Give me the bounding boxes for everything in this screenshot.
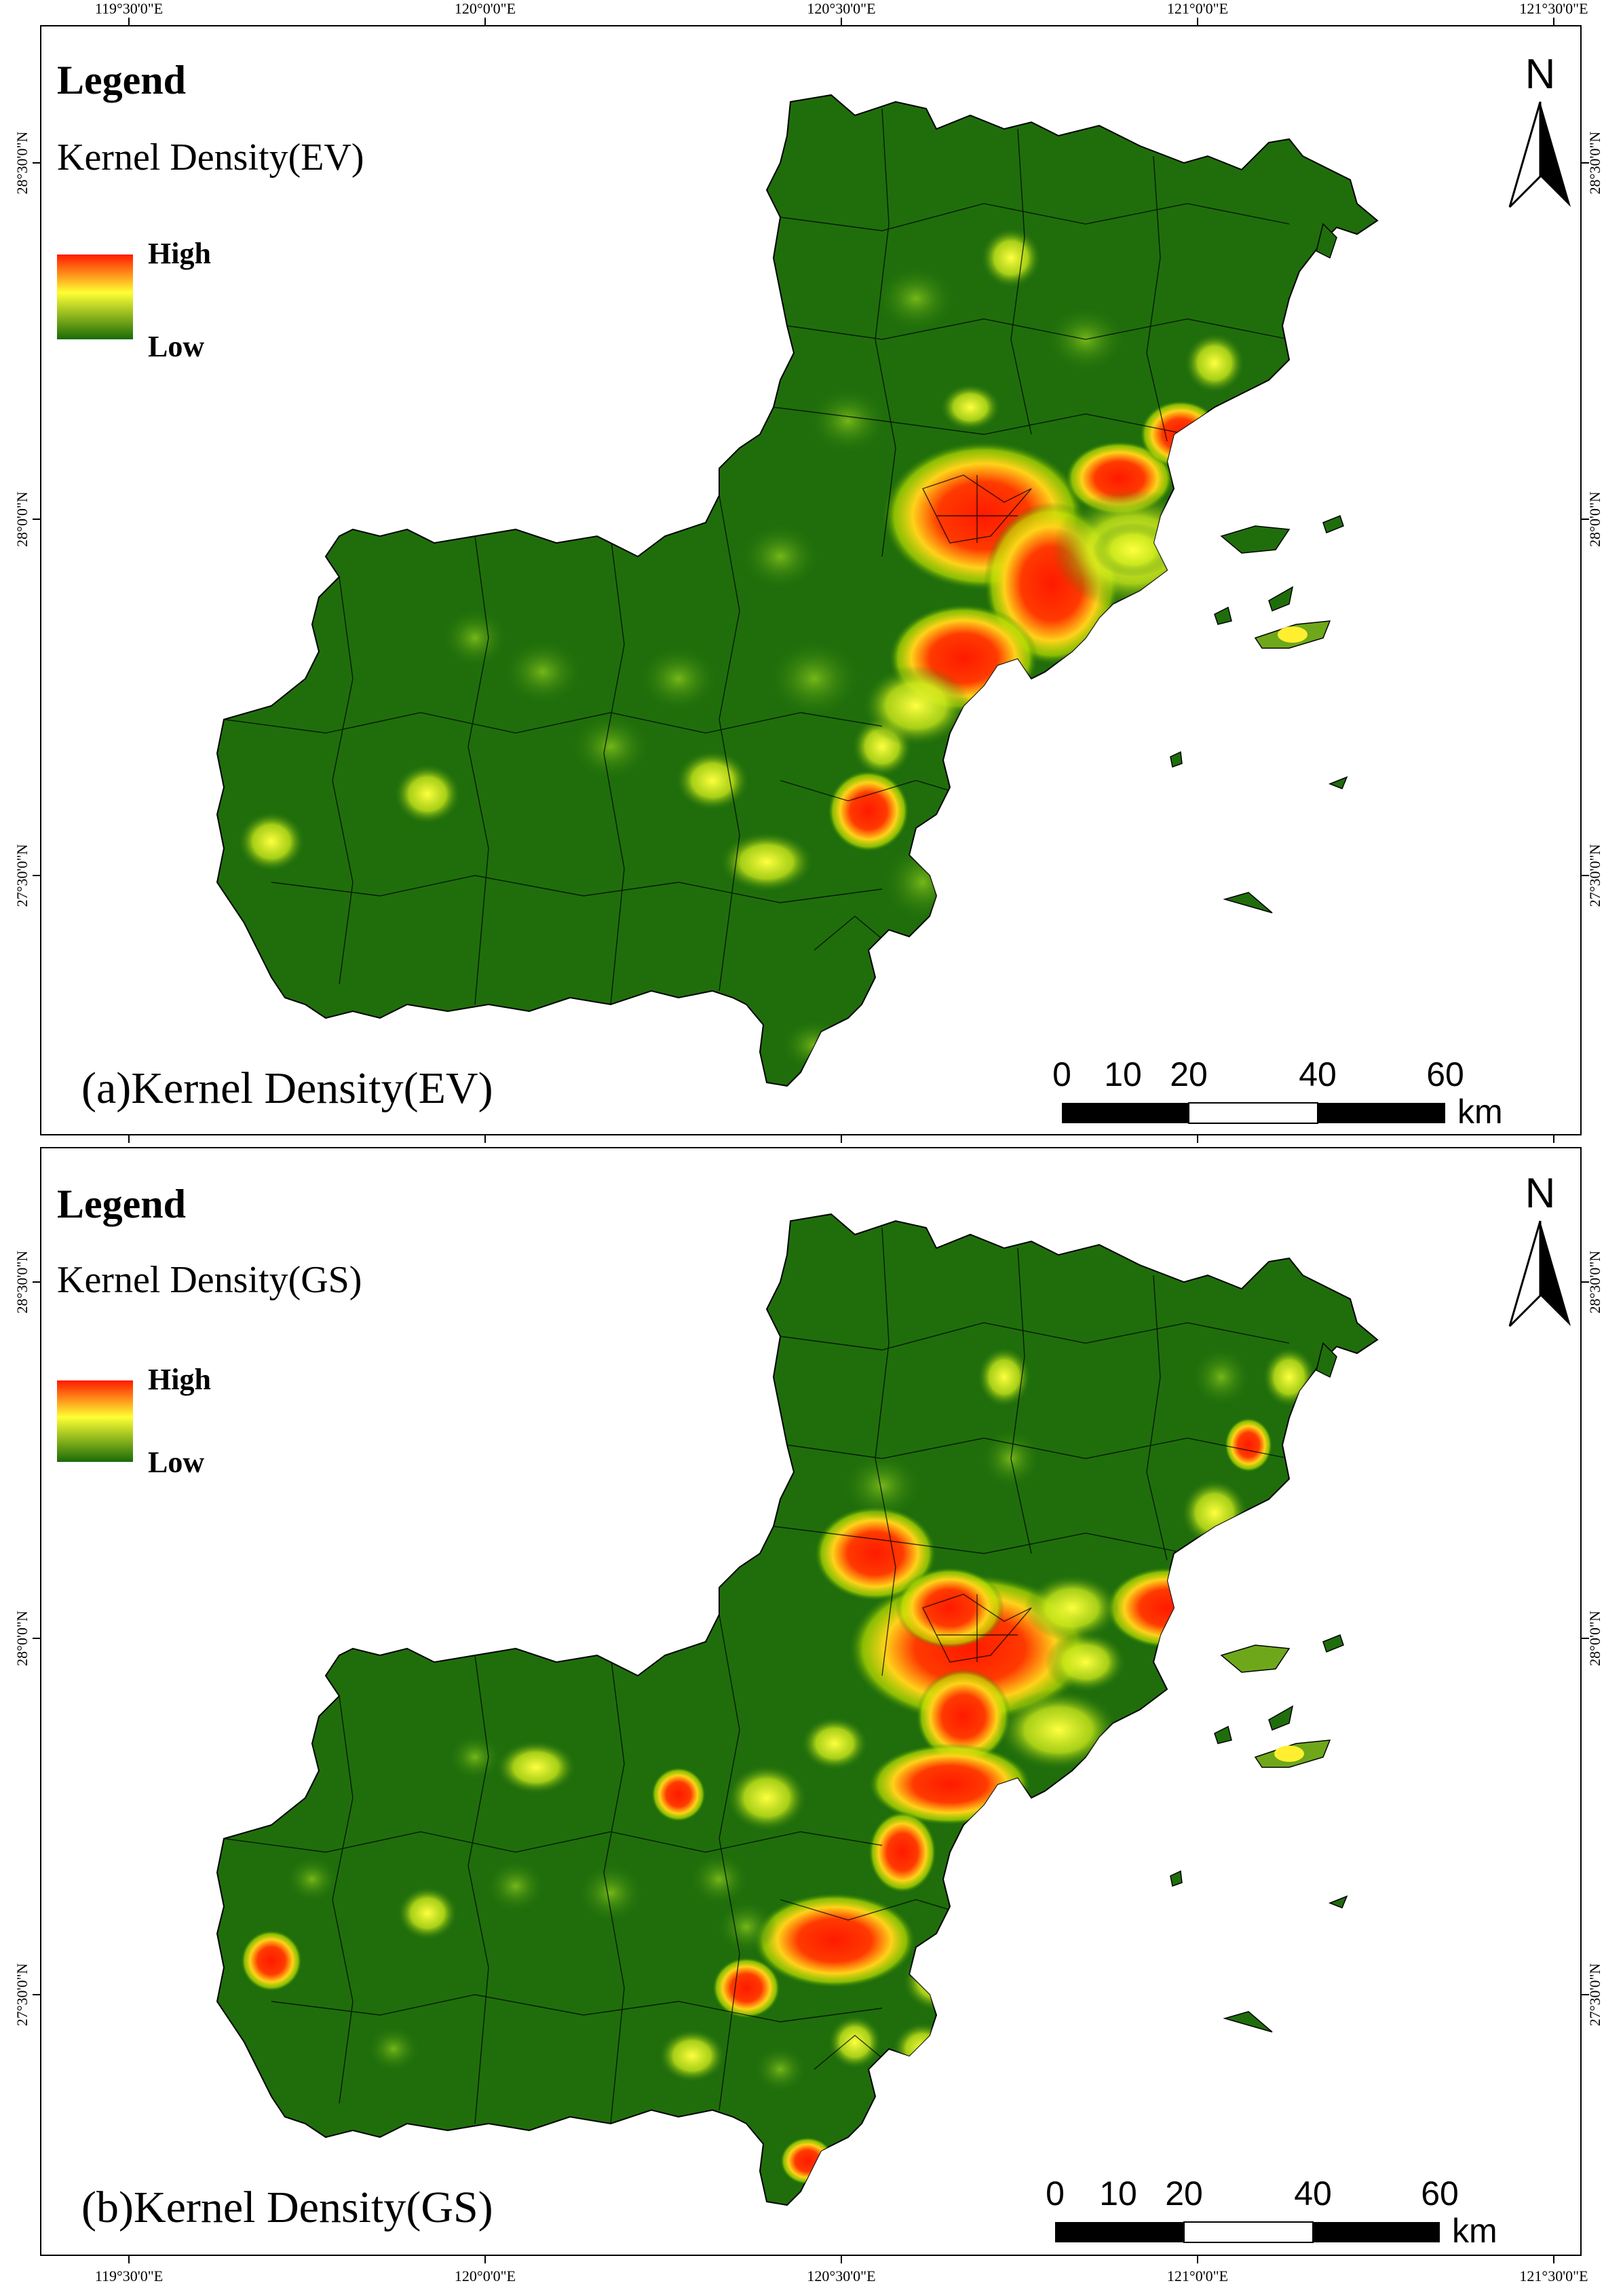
left-label-3: 27°30'0"N [14, 1963, 31, 2027]
legend-subtitle: Kernel Density(GS) [57, 1259, 362, 1301]
legend-color-ramp [57, 255, 133, 339]
map-panel-ev: 119°30'0"E 120°0'0"E 120°30'0"E 121°0'0"… [0, 0, 1623, 1146]
left-label-2: 28°0'0"N [14, 1611, 31, 1666]
top-label-4: 121°0'0"E [1167, 0, 1228, 17]
top-label-1: 119°30'0"E [95, 0, 163, 17]
map-panel-gs: 119°30'0"E 120°0'0"E 120°30'0"E 121°0'0"… [0, 1146, 1623, 2293]
scale-unit: km [1457, 1093, 1503, 1131]
legend-low-label: Low [148, 330, 204, 363]
legend-color-ramp [57, 1380, 133, 1462]
left-label-1: 28°30'0"N [14, 132, 31, 195]
legend-low-label: Low [148, 1446, 204, 1479]
scale-label-60: 60 [1421, 2175, 1459, 2213]
right-axis-labels: 28°30'0"N 28°0'0"N 27°30'0"N [1586, 1251, 1603, 2027]
scale-label-40: 40 [1294, 2175, 1332, 2213]
legend: Legend Kernel Density(GS) High Low [57, 1182, 362, 1479]
panel-caption: (a)Kernel Density(EV) [81, 1064, 493, 1113]
admin-boundaries [223, 108, 1290, 1005]
top-label-5: 121°30'0"E [1519, 0, 1588, 17]
scale-unit: km [1452, 2212, 1497, 2250]
legend-title: Legend [57, 1182, 186, 1226]
scale-label-0: 0 [1046, 2175, 1065, 2213]
scale-label-20: 20 [1170, 1055, 1208, 1093]
bottom-label-4: 121°0'0"E [1167, 2267, 1228, 2284]
right-label-1: 28°30'0"N [1586, 1251, 1603, 1314]
scale-label-10: 10 [1104, 1055, 1142, 1093]
north-letter: N [1525, 51, 1556, 98]
legend-high-label: High [148, 237, 211, 270]
bottom-axis-labels: 119°30'0"E 120°0'0"E 120°30'0"E 121°0'0"… [95, 2267, 1588, 2284]
scale-label-10: 10 [1099, 2175, 1137, 2213]
scale-label-40: 40 [1299, 1055, 1337, 1093]
right-label-2: 28°0'0"N [1586, 1611, 1603, 1666]
right-axis-labels: 28°30'0"N 28°0'0"N 27°30'0"N [1586, 132, 1603, 907]
legend: Legend Kernel Density(EV) High Low [57, 58, 364, 363]
scale-bar: 0 10 20 40 60 km [1052, 1055, 1503, 1131]
legend-subtitle: Kernel Density(EV) [57, 136, 364, 178]
right-label-3: 27°30'0"N [1586, 844, 1603, 907]
right-label-2: 28°0'0"N [1586, 491, 1603, 547]
bottom-label-3: 120°30'0"E [807, 2267, 875, 2284]
panel-caption: (b)Kernel Density(GS) [81, 2183, 493, 2232]
graticule-ticks [33, 18, 1589, 1143]
left-label-2: 28°0'0"N [14, 491, 31, 547]
north-arrow-icon: N [1508, 51, 1571, 208]
top-label-2: 120°0'0"E [455, 0, 516, 17]
left-label-1: 28°30'0"N [14, 1251, 31, 1314]
north-arrow-icon: N [1508, 1170, 1571, 1328]
bottom-label-5: 121°30'0"E [1519, 2267, 1588, 2284]
left-axis-labels: 28°30'0"N 28°0'0"N 27°30'0"N [14, 132, 31, 907]
map-canvas-ev: 119°30'0"E 120°0'0"E 120°30'0"E 121°0'0"… [14, 0, 1603, 1143]
bottom-label-2: 120°0'0"E [455, 2267, 516, 2284]
scale-label-20: 20 [1165, 2175, 1203, 2213]
top-label-3: 120°30'0"E [807, 0, 875, 17]
legend-high-label: High [148, 1363, 211, 1396]
scale-label-60: 60 [1426, 1055, 1464, 1093]
scale-bar: 0 10 20 40 60 km [1046, 2175, 1497, 2250]
admin-boundaries [223, 1227, 1290, 2124]
top-axis-labels: 119°30'0"E 120°0'0"E 120°30'0"E 121°0'0"… [95, 0, 1588, 17]
map-canvas-gs: 119°30'0"E 120°0'0"E 120°30'0"E 121°0'0"… [14, 1147, 1603, 2284]
right-label-1: 28°30'0"N [1586, 132, 1603, 195]
left-axis-labels: 28°30'0"N 28°0'0"N 27°30'0"N [14, 1251, 31, 2027]
bottom-label-1: 119°30'0"E [95, 2267, 163, 2284]
graticule-ticks [33, 1281, 1589, 2263]
scale-label-0: 0 [1052, 1055, 1071, 1093]
right-label-3: 27°30'0"N [1586, 1963, 1603, 2027]
legend-title: Legend [57, 58, 186, 102]
north-letter: N [1525, 1170, 1556, 1217]
left-label-3: 27°30'0"N [14, 844, 31, 907]
